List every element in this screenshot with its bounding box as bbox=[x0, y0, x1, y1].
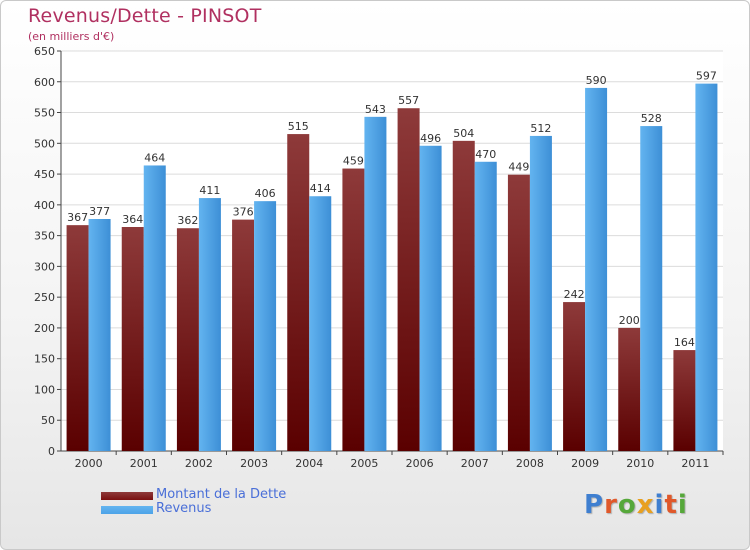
value-label-revenus: 406 bbox=[255, 187, 276, 200]
logo-letter: i bbox=[654, 490, 665, 520]
bar-revenus bbox=[143, 165, 166, 451]
bar-dette bbox=[618, 327, 641, 451]
y-tick-label: 300 bbox=[34, 260, 55, 273]
proxiti-logo: Proxiti bbox=[584, 490, 688, 520]
bar-revenus bbox=[640, 126, 663, 452]
logo-letter: t bbox=[664, 490, 678, 520]
x-tick-label: 2006 bbox=[406, 457, 434, 470]
bar-dette bbox=[342, 168, 365, 452]
bar-dette bbox=[176, 228, 199, 451]
legend-swatch-revenus bbox=[101, 506, 153, 514]
bar-dette bbox=[232, 219, 255, 451]
chart-title: Revenus/Dette - PINSOT bbox=[28, 5, 262, 27]
y-tick-label: 650 bbox=[34, 45, 55, 58]
bar-dette bbox=[452, 140, 475, 451]
bar-dette bbox=[121, 227, 144, 451]
value-label-revenus: 496 bbox=[420, 132, 441, 145]
value-label-revenus: 414 bbox=[310, 182, 331, 195]
bar-revenus bbox=[529, 135, 552, 451]
x-tick-label: 2005 bbox=[350, 457, 378, 470]
value-label-dette: 557 bbox=[398, 94, 419, 107]
value-label-dette: 164 bbox=[674, 336, 695, 349]
value-label-revenus: 464 bbox=[144, 151, 165, 164]
logo-letter: o bbox=[617, 490, 637, 520]
y-tick-label: 400 bbox=[34, 199, 55, 212]
value-label-dette: 515 bbox=[288, 120, 309, 133]
y-tick-label: 550 bbox=[34, 107, 55, 120]
y-tick-label: 0 bbox=[48, 445, 55, 458]
bar-dette bbox=[507, 174, 530, 451]
bar-revenus bbox=[419, 145, 442, 451]
value-label-revenus: 543 bbox=[365, 103, 386, 116]
value-label-dette: 459 bbox=[343, 155, 364, 168]
value-label-revenus: 590 bbox=[586, 74, 607, 87]
bar-revenus bbox=[585, 87, 608, 451]
bar-revenus bbox=[695, 83, 718, 451]
bar-revenus bbox=[254, 201, 277, 451]
x-tick-label: 2007 bbox=[461, 457, 489, 470]
y-tick-label: 200 bbox=[34, 322, 55, 335]
value-label-revenus: 470 bbox=[475, 148, 496, 161]
plot-area bbox=[61, 51, 723, 451]
y-tick-label: 50 bbox=[41, 414, 55, 427]
bar-revenus bbox=[309, 196, 332, 451]
y-tick-label: 600 bbox=[34, 76, 55, 89]
y-tick-label: 350 bbox=[34, 230, 55, 243]
x-tick-label: 2004 bbox=[295, 457, 323, 470]
value-label-revenus: 512 bbox=[530, 122, 551, 135]
value-label-revenus: 377 bbox=[89, 205, 110, 218]
x-tick-label: 2009 bbox=[571, 457, 599, 470]
legend-label-dette: Montant de la Dette bbox=[156, 487, 287, 502]
legend-swatch-dette bbox=[101, 492, 153, 500]
y-tick-label: 100 bbox=[34, 383, 55, 396]
x-tick-label: 2010 bbox=[626, 457, 654, 470]
chart-subtitle: (en milliers d'€) bbox=[28, 30, 115, 43]
bar-dette bbox=[287, 134, 310, 452]
x-tick-label: 2003 bbox=[240, 457, 268, 470]
bar-revenus bbox=[198, 198, 221, 451]
bar-dette bbox=[673, 350, 696, 451]
y-tick-label: 150 bbox=[34, 353, 55, 366]
bar-revenus bbox=[474, 161, 497, 451]
value-label-dette: 242 bbox=[564, 288, 585, 301]
value-label-revenus: 411 bbox=[199, 184, 220, 197]
logo-letter: i bbox=[677, 490, 688, 520]
value-label-dette: 376 bbox=[233, 206, 254, 219]
y-tick-label: 250 bbox=[34, 291, 55, 304]
value-label-dette: 504 bbox=[453, 127, 474, 140]
bar-dette bbox=[66, 225, 89, 451]
value-label-dette: 364 bbox=[122, 213, 143, 226]
x-tick-label: 2008 bbox=[516, 457, 544, 470]
y-tick-label: 500 bbox=[34, 137, 55, 150]
x-tick-label: 2000 bbox=[75, 457, 103, 470]
bar-revenus bbox=[364, 116, 387, 451]
x-tick-label: 2002 bbox=[185, 457, 213, 470]
x-tick-label: 2001 bbox=[130, 457, 158, 470]
legend-label-revenus: Revenus bbox=[156, 501, 212, 516]
value-label-dette: 449 bbox=[508, 161, 529, 174]
logo-letter: P bbox=[584, 490, 605, 520]
x-tick-label: 2011 bbox=[681, 457, 709, 470]
value-label-dette: 367 bbox=[67, 211, 88, 224]
logo-letter: r bbox=[604, 490, 618, 520]
bar-dette bbox=[563, 302, 586, 451]
value-label-revenus: 528 bbox=[641, 112, 662, 125]
bar-dette bbox=[397, 108, 420, 451]
value-label-dette: 200 bbox=[619, 314, 640, 327]
bar-revenus bbox=[88, 219, 111, 451]
grid-layer bbox=[61, 50, 723, 452]
value-label-dette: 362 bbox=[177, 214, 198, 227]
value-label-revenus: 597 bbox=[696, 70, 717, 83]
bars-layer bbox=[66, 83, 718, 452]
y-tick-label: 450 bbox=[34, 168, 55, 181]
logo-letter: x bbox=[636, 490, 655, 520]
axis-layer: 0 50 100 150 200 250 300 350 400 450 500 550 600 650 2… bbox=[34, 45, 724, 470]
